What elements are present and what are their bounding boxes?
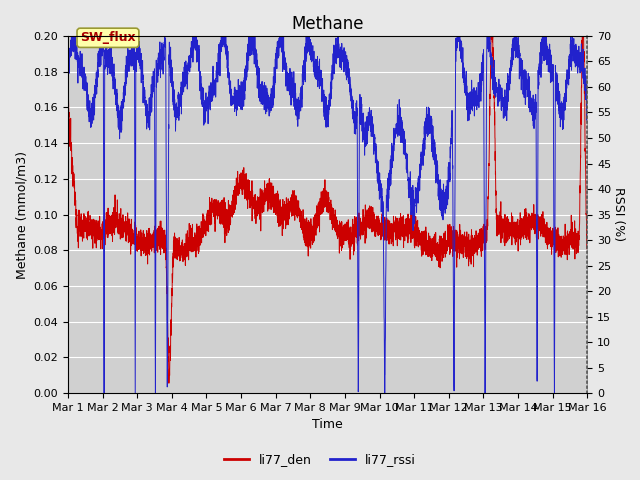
Legend: li77_den, li77_rssi: li77_den, li77_rssi [219, 448, 421, 471]
Text: SW_flux: SW_flux [80, 31, 136, 44]
X-axis label: Time: Time [312, 419, 343, 432]
Y-axis label: Methane (mmol/m3): Methane (mmol/m3) [15, 151, 28, 278]
Title: Methane: Methane [291, 15, 364, 33]
Y-axis label: RSSI (%): RSSI (%) [612, 188, 625, 241]
